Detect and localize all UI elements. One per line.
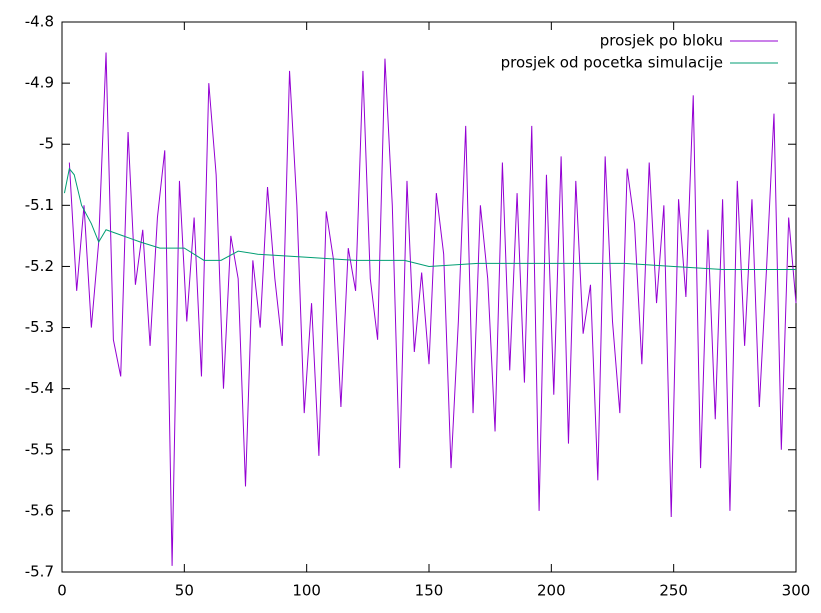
y-tick-label: -4.9	[25, 74, 54, 92]
x-tick-label: 100	[292, 582, 321, 600]
y-tick-label: -5	[39, 135, 54, 153]
y-tick-label: -5.1	[25, 196, 54, 214]
y-tick-label: -5.3	[25, 318, 54, 336]
y-tick-label: -5.7	[25, 563, 54, 581]
y-tick-label: -5.2	[25, 257, 54, 275]
y-tick-label: -5.6	[25, 501, 54, 519]
x-tick-label: 200	[537, 582, 566, 600]
legend-label: prosjek od pocetka simulacije	[501, 54, 723, 72]
x-tick-label: 150	[415, 582, 444, 600]
x-tick-label: 250	[659, 582, 688, 600]
x-tick-label: 50	[175, 582, 194, 600]
y-tick-label: -5.5	[25, 440, 54, 458]
legend-label: prosjek po bloku	[600, 32, 723, 50]
series-line	[63, 167, 796, 270]
y-tick-label: -4.8	[25, 13, 54, 31]
y-tick-label: -5.4	[25, 379, 54, 397]
x-tick-label: 300	[782, 582, 811, 600]
series-line	[68, 52, 797, 566]
x-tick-label: 0	[57, 582, 67, 600]
